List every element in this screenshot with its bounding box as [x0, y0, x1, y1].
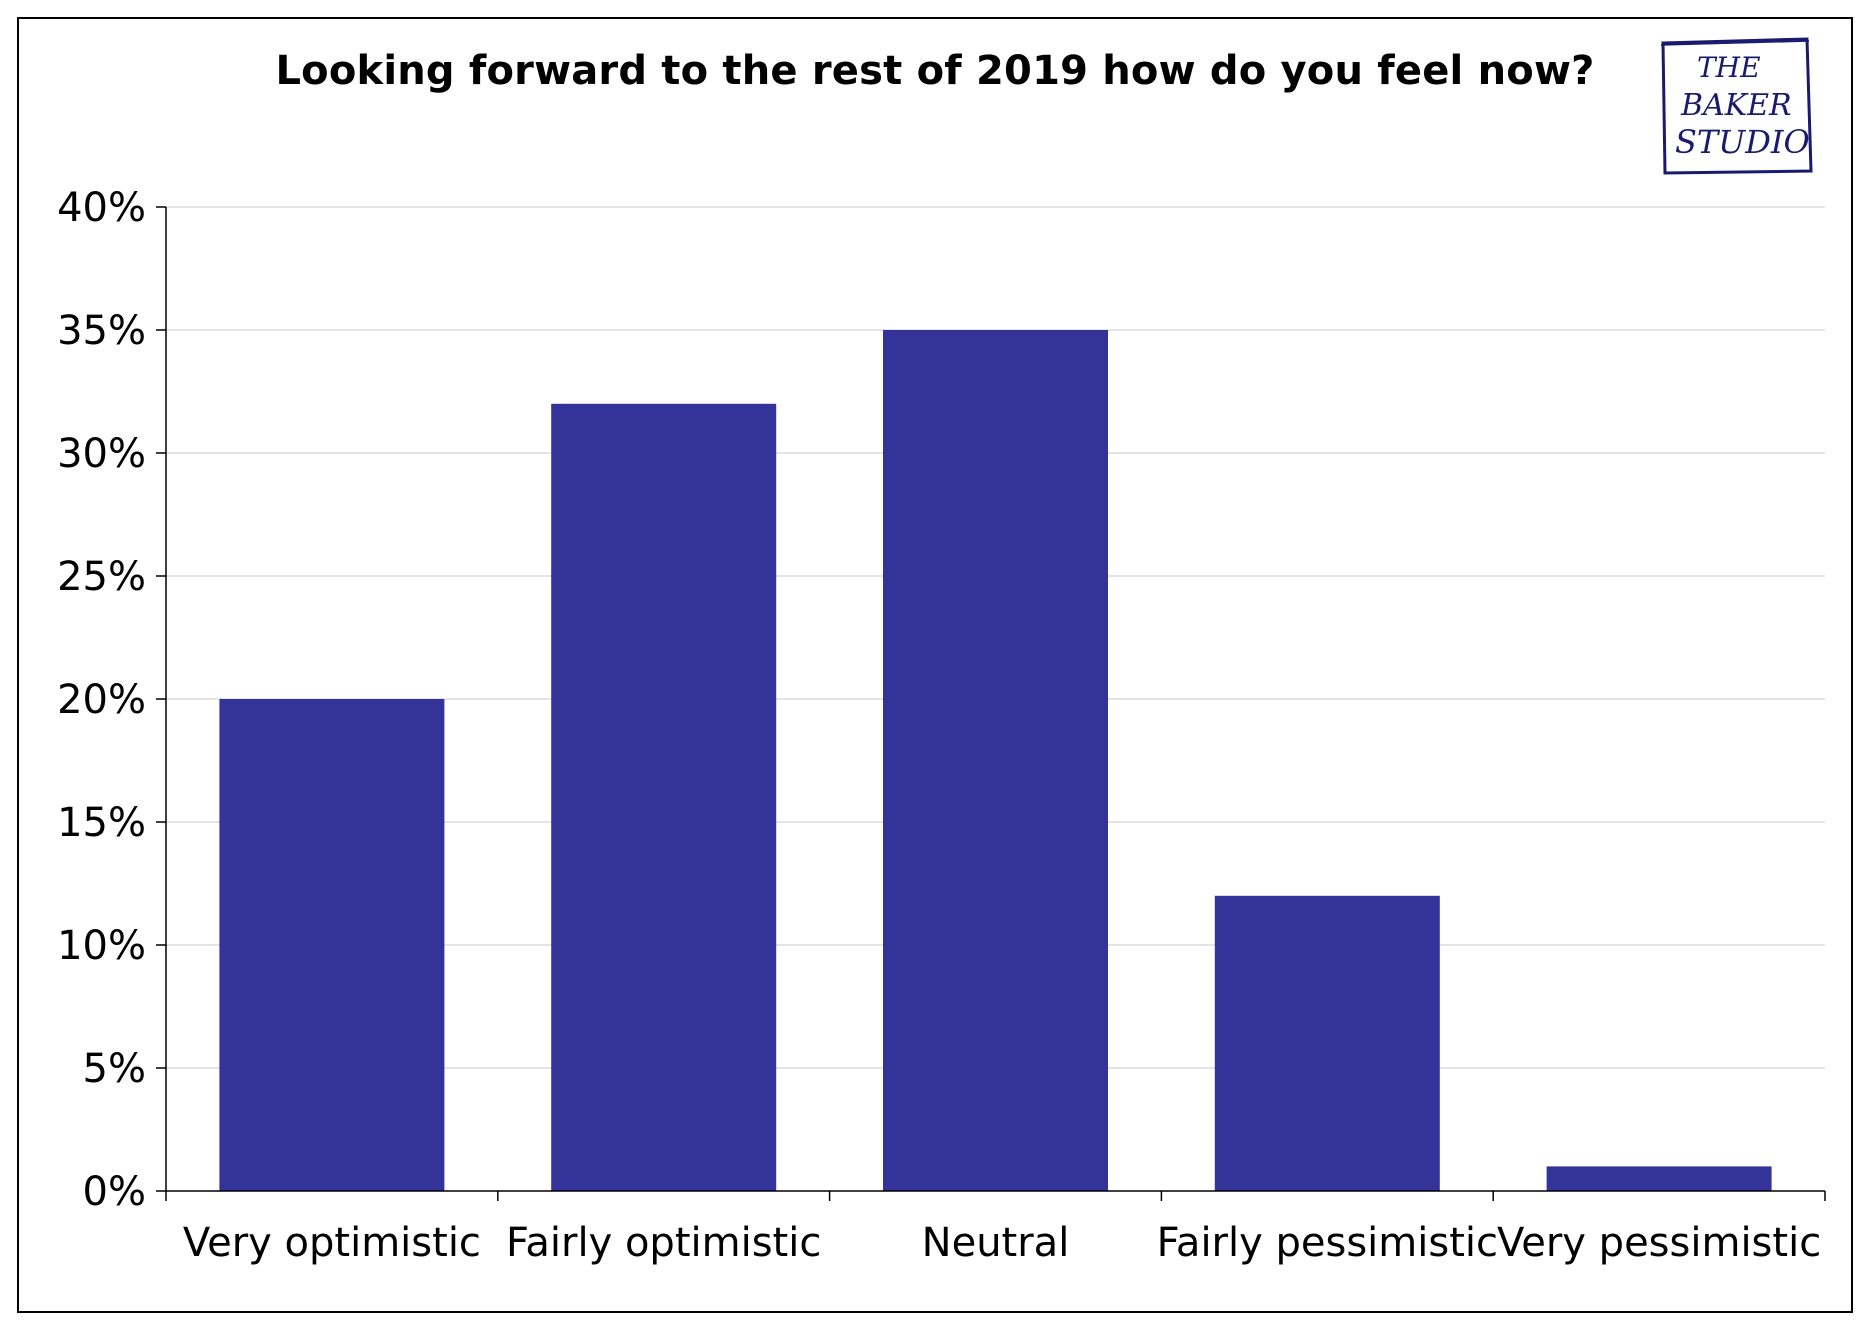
y-tick-label: 20%: [57, 677, 146, 723]
x-tick-label: Neutral: [922, 1220, 1070, 1266]
bar: [219, 699, 445, 1191]
baker-studio-logo: THE BAKER STUDIO: [1660, 37, 1813, 175]
y-tick-label: 40%: [57, 185, 146, 231]
bar: [1546, 1166, 1772, 1191]
y-tick-label: 35%: [57, 308, 146, 354]
chart-title: Looking forward to the rest of 2019 how …: [275, 48, 1595, 94]
svg-text:BAKER: BAKER: [1680, 88, 1792, 123]
y-tick-label: 15%: [57, 800, 146, 846]
chart-frame: [17, 17, 1853, 1313]
y-tick-label: 5%: [83, 1046, 146, 1092]
x-tick-label: Fairly optimistic: [506, 1220, 821, 1266]
x-tick-label: Very pessimistic: [1497, 1220, 1821, 1266]
bar: [1214, 895, 1440, 1191]
bar: [551, 403, 777, 1191]
y-tick-label: 30%: [57, 431, 146, 477]
svg-text:THE: THE: [1697, 51, 1761, 84]
y-tick-label: 0%: [83, 1169, 146, 1215]
y-tick-label: 10%: [57, 923, 146, 969]
y-tick-label: 25%: [57, 554, 146, 600]
bar: [883, 330, 1108, 1191]
x-tick-label: Very optimistic: [183, 1220, 481, 1266]
svg-text:STUDIO: STUDIO: [1675, 123, 1810, 161]
x-tick-label: Fairly pessimistic: [1157, 1220, 1498, 1266]
